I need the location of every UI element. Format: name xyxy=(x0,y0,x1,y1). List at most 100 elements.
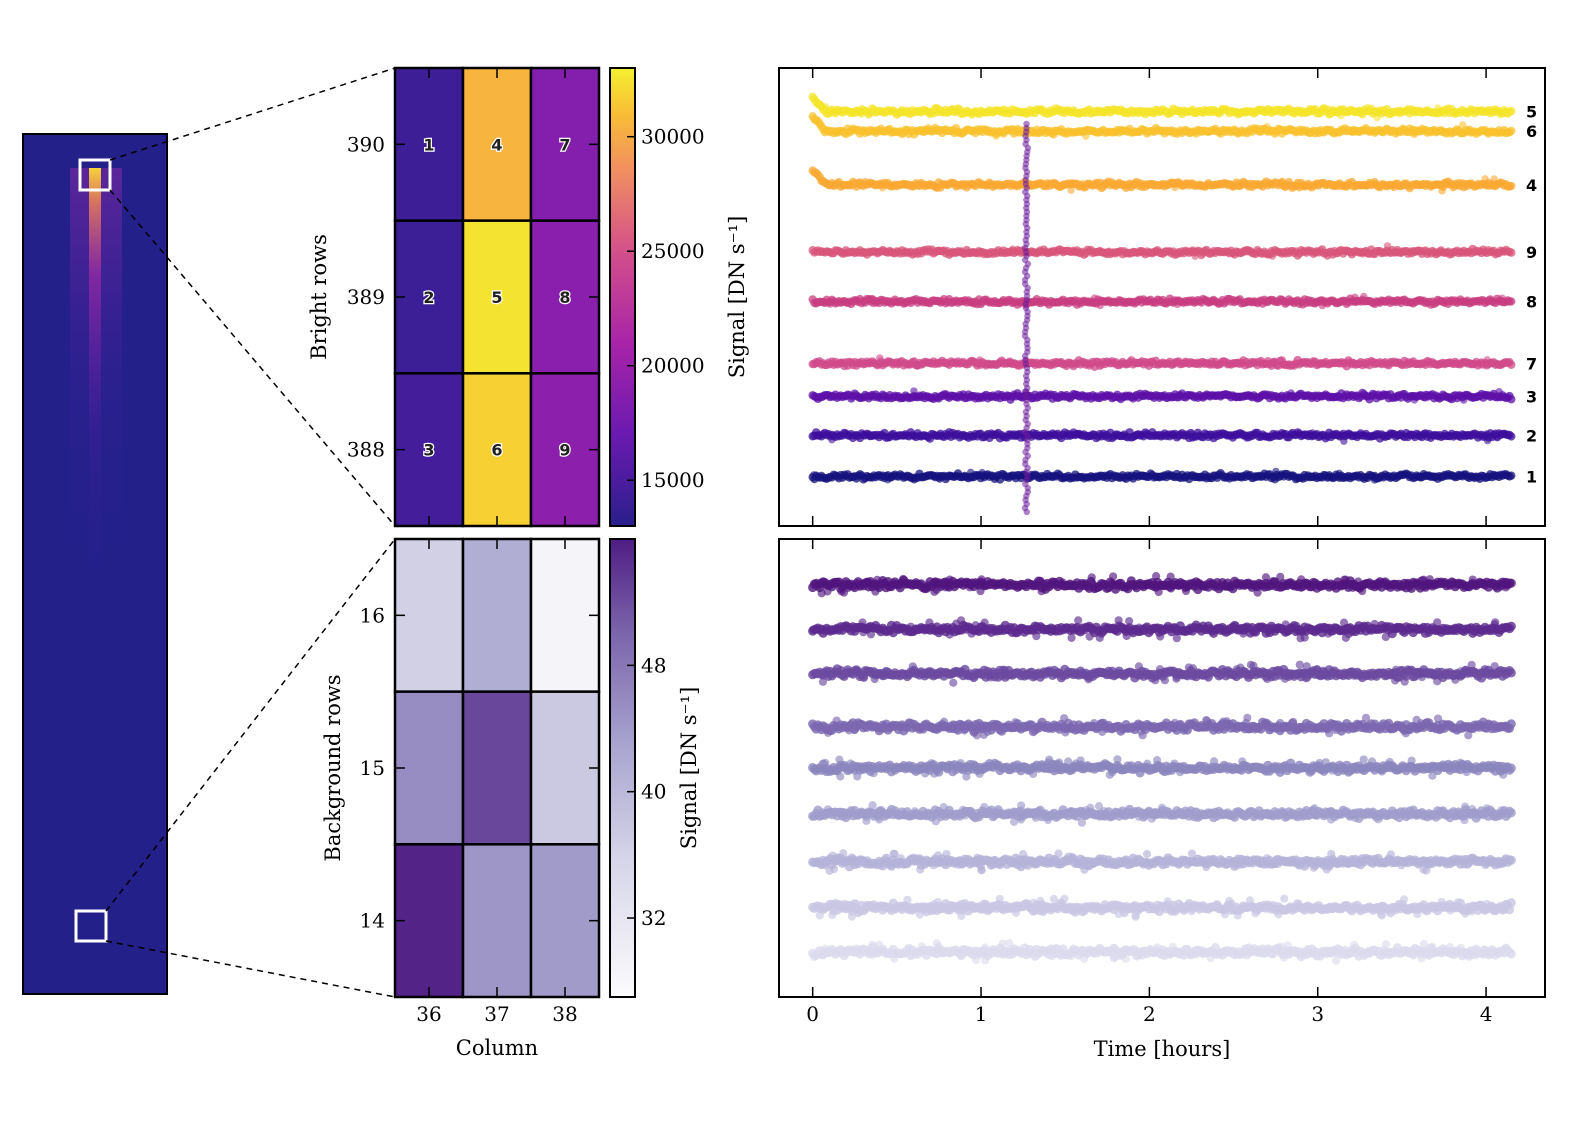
pixel-id-label: 5 xyxy=(491,288,502,307)
outlier-point xyxy=(1410,130,1419,139)
outlier-point xyxy=(1349,358,1357,366)
background-colorbar-gradient xyxy=(610,539,635,997)
outlier-point xyxy=(1385,581,1394,590)
data-point xyxy=(1506,621,1516,631)
outlier-point xyxy=(910,387,918,395)
outlier-point xyxy=(971,621,980,630)
outlier-point xyxy=(1050,131,1058,139)
outlier-point xyxy=(855,581,864,590)
outlier-point xyxy=(1341,575,1350,584)
outlier-point xyxy=(1008,245,1017,253)
outlier-point xyxy=(1167,584,1176,593)
outlier-point xyxy=(1239,629,1248,638)
outlier-point xyxy=(810,471,818,479)
heatmap-cell xyxy=(393,843,465,999)
series-label: 5 xyxy=(1526,103,1537,122)
bright-region-box[interactable] xyxy=(78,158,112,192)
outlier-point xyxy=(1438,187,1446,195)
pixel-id-label: 6 xyxy=(491,441,502,460)
outlier-point xyxy=(1419,430,1428,439)
heatmap-cell xyxy=(461,690,533,846)
pixel-id-label: 8 xyxy=(559,288,570,307)
outlier-point xyxy=(839,588,849,597)
connector-background-bottom xyxy=(105,940,396,998)
pixel-id-label: 9 xyxy=(559,441,570,460)
outlier-point xyxy=(1188,430,1197,438)
outlier-point xyxy=(930,587,939,596)
outlier-point xyxy=(992,132,1000,140)
outlier-point xyxy=(830,579,840,589)
outlier-point xyxy=(906,622,915,631)
outlier-point xyxy=(1276,572,1285,581)
outlier-point xyxy=(1354,577,1363,586)
outlier-point xyxy=(1433,618,1442,627)
series-label: 4 xyxy=(1526,176,1537,195)
outlier-point xyxy=(1037,587,1046,596)
colorbar-tick-label: 30000 xyxy=(641,125,705,149)
outlier-point xyxy=(883,581,892,590)
outlier-point xyxy=(1335,469,1343,478)
colorbar-tick-label: 48 xyxy=(641,653,666,677)
outlier-point xyxy=(1402,579,1412,588)
outlier-point xyxy=(1114,616,1123,625)
column-axis-label: Column xyxy=(456,1036,538,1060)
outlier-point xyxy=(1166,572,1175,581)
outlier-point xyxy=(1281,620,1290,629)
outlier-point xyxy=(1218,106,1227,114)
outlier-point xyxy=(1233,108,1242,117)
pixel-id-label: 3 xyxy=(423,441,434,460)
event-point xyxy=(1023,508,1030,516)
outlier-point xyxy=(1493,433,1501,441)
data-point xyxy=(1507,395,1516,404)
outlier-point xyxy=(1096,301,1104,310)
outlier-point xyxy=(1235,179,1244,187)
outlier-point xyxy=(966,468,975,477)
detector-overview xyxy=(22,133,168,995)
outlier-point xyxy=(1340,437,1348,445)
outlier-point xyxy=(1459,396,1468,404)
outlier-point xyxy=(945,630,954,639)
outlier-point xyxy=(1468,575,1477,584)
outlier-point xyxy=(1358,586,1367,596)
pixel-id-label: 4 xyxy=(491,135,502,154)
x-tick-label: 38 xyxy=(552,1002,577,1026)
outlier-point xyxy=(1373,113,1381,122)
detector-frame xyxy=(22,133,168,995)
outlier-point xyxy=(1181,586,1191,596)
outlier-point xyxy=(1279,360,1287,369)
outlier-point xyxy=(1175,391,1183,399)
outlier-point xyxy=(884,476,892,484)
outlier-point xyxy=(976,587,985,596)
outlier-point xyxy=(1263,122,1271,131)
outlier-point xyxy=(821,103,830,111)
outlier-point xyxy=(1032,632,1041,641)
colorbar-tick-label: 15000 xyxy=(641,468,705,492)
background-region-box[interactable] xyxy=(74,909,108,943)
outlier-point xyxy=(1491,618,1500,627)
outlier-point xyxy=(850,624,859,633)
outlier-point xyxy=(1268,252,1277,260)
data-point xyxy=(1507,360,1516,369)
outlier-point xyxy=(1058,578,1067,587)
outlier-point xyxy=(1483,356,1491,364)
heatmap-cell xyxy=(529,690,601,846)
x-tick-label: 36 xyxy=(416,1002,441,1026)
outlier-point xyxy=(1348,583,1357,593)
outlier-point xyxy=(975,246,983,255)
outlier-point xyxy=(1318,301,1327,310)
colorbar-tick-label: 40 xyxy=(641,780,666,804)
outlier-point xyxy=(1006,357,1014,365)
outlier-point xyxy=(1300,633,1309,642)
heatmap-cell xyxy=(393,372,465,528)
outlier-point xyxy=(1186,625,1195,634)
outlier-point xyxy=(1253,588,1262,597)
data-point xyxy=(1507,248,1516,257)
outlier-point xyxy=(1292,621,1301,630)
outlier-point xyxy=(1430,580,1439,589)
outlier-point xyxy=(1370,476,1379,484)
outlier-point xyxy=(871,587,880,596)
background-colorbar-label: Signal [DN s⁻¹] xyxy=(677,687,701,850)
